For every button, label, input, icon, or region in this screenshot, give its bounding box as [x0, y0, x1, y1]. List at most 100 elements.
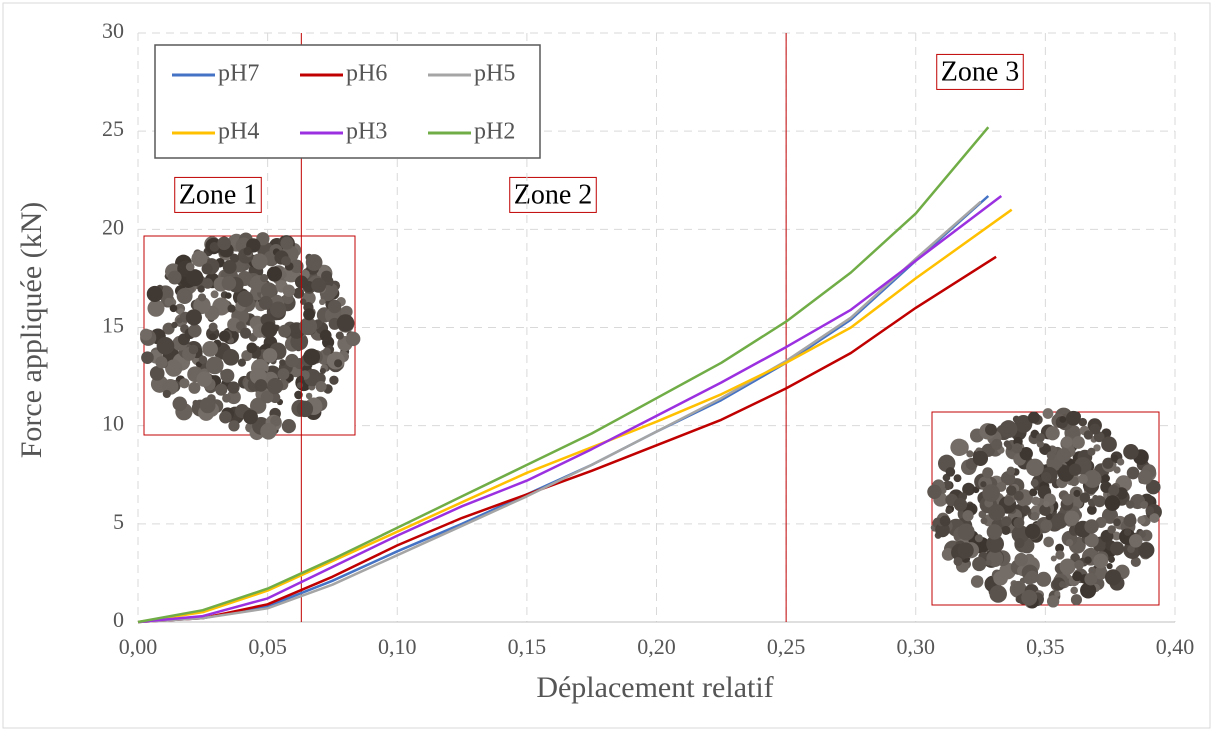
zone-box — [174, 176, 262, 213]
photo-grain — [980, 517, 988, 525]
photo-grain — [1025, 570, 1039, 584]
photo-grain — [1104, 495, 1121, 511]
zone-label: Zone 2 — [514, 179, 593, 210]
photo-grain — [1055, 543, 1065, 553]
photo-grain — [985, 423, 997, 436]
photo-grain — [315, 381, 327, 393]
x-tick-label: 0,30 — [897, 634, 936, 659]
photo-grain — [156, 336, 175, 355]
photo-grain — [1029, 488, 1038, 497]
photo-grain — [319, 367, 326, 374]
photo-grain — [1101, 474, 1110, 483]
photo-grain — [966, 450, 974, 458]
photo-grain — [1104, 569, 1122, 586]
photo-grain — [1046, 451, 1056, 460]
photo-grain — [285, 353, 299, 368]
photo-grain — [1107, 525, 1116, 534]
photo-grain — [1149, 513, 1160, 523]
data-line — [137, 200, 982, 624]
photo-grain — [1084, 556, 1092, 564]
photo-grain — [957, 523, 975, 541]
photo-grain — [155, 356, 168, 369]
photo-grain — [260, 390, 274, 404]
photo-grain — [1126, 466, 1140, 480]
photo-grain — [945, 467, 956, 477]
photo-grain — [188, 344, 199, 355]
photo-grain — [1093, 553, 1109, 569]
x-tick-label: 0,00 — [119, 634, 158, 659]
photo-grain — [202, 341, 218, 357]
photo-grain — [280, 236, 294, 250]
photo-grain — [1019, 446, 1033, 461]
photo-grain — [1078, 417, 1088, 427]
x-tick-label: 0,15 — [508, 634, 547, 659]
zone-label: Zone 1 — [179, 179, 258, 210]
photo-grain — [327, 299, 342, 314]
photo-grain — [197, 285, 205, 293]
photo-grain — [962, 482, 976, 496]
data-line — [137, 126, 990, 624]
photo-grain — [169, 304, 178, 313]
legend-label: pH3 — [346, 119, 387, 145]
photo-grain — [1030, 511, 1040, 521]
photo-grain — [953, 497, 968, 512]
photo-grain — [982, 484, 1000, 502]
photo-grain — [254, 379, 268, 392]
photo-grain — [146, 285, 163, 303]
photo-grain — [1041, 471, 1052, 483]
photo-grain — [305, 392, 313, 400]
photo-grain — [962, 510, 974, 522]
photo-grain — [1065, 539, 1074, 547]
photo-grain — [215, 383, 228, 396]
data-line — [137, 208, 1013, 624]
photo-grain — [1072, 435, 1085, 449]
photo-grain — [980, 481, 987, 488]
photo-grain — [1102, 457, 1114, 469]
photo-grain — [1021, 589, 1038, 606]
photo-grain — [289, 259, 304, 274]
photo-grain — [243, 409, 258, 425]
photo-grain — [176, 317, 183, 324]
photo-grain — [336, 314, 355, 332]
photo-grain — [953, 474, 962, 483]
photo-grain — [1110, 541, 1125, 556]
photo-grain — [1006, 485, 1017, 496]
photo-grain — [999, 420, 1018, 439]
photo-grain — [1101, 436, 1117, 453]
photo-grain — [1043, 536, 1054, 548]
photo-grain — [260, 282, 277, 299]
photo-grain — [311, 277, 327, 293]
photo-grain — [278, 324, 291, 338]
photo-grain — [1130, 556, 1141, 568]
photo-grain — [281, 419, 296, 434]
photo-grain — [270, 415, 282, 427]
photo-grain — [205, 356, 224, 375]
photo-grain — [1088, 566, 1096, 575]
photo-grain — [1111, 454, 1118, 462]
photo-grain — [957, 542, 974, 559]
y-tick-label: 5 — [113, 509, 124, 534]
legend-label: pH6 — [346, 61, 387, 87]
photo-grain — [939, 515, 951, 527]
photo-grain — [294, 390, 303, 400]
photo-grain — [209, 241, 220, 252]
photo-grain — [950, 438, 968, 457]
photo-grain — [1123, 528, 1132, 536]
photo-grain — [1072, 571, 1083, 582]
photo-grain — [335, 331, 344, 340]
photo-grain — [228, 420, 240, 432]
photo-grain — [261, 321, 278, 338]
photo-grain — [1036, 571, 1052, 587]
photo-grain — [1127, 545, 1135, 553]
photo-grain — [296, 382, 303, 389]
y-tick-label: 25 — [102, 116, 124, 141]
photo-grain — [319, 298, 326, 306]
photo-grain — [1054, 590, 1061, 597]
photo-grain — [1040, 519, 1053, 532]
photo-grain — [1084, 572, 1098, 586]
y-tick-label: 15 — [102, 313, 124, 338]
photo-grain — [260, 274, 269, 283]
photo-grain — [1027, 411, 1040, 424]
photo-grain — [1001, 525, 1011, 536]
photo-grain — [185, 262, 195, 272]
